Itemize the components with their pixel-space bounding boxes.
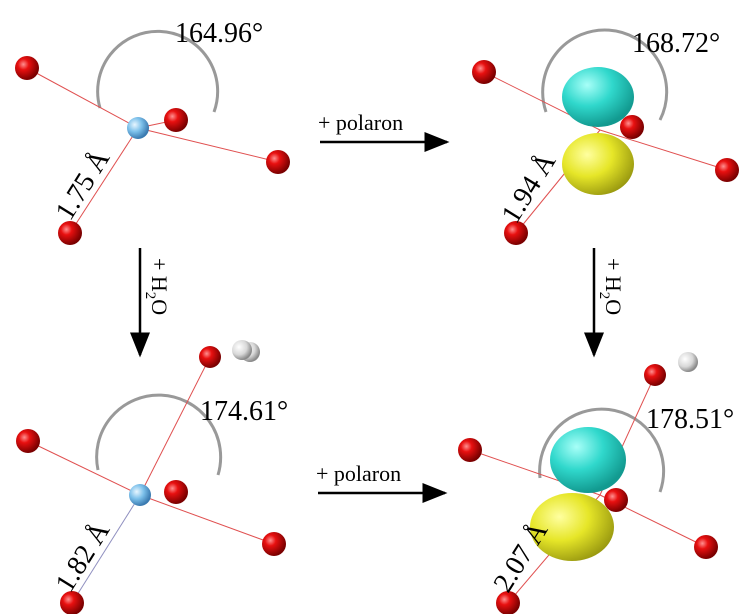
isosurface-cyan — [550, 427, 626, 493]
oxygen-atom — [164, 108, 188, 132]
panel: 164.96° 1.75 Å — [15, 18, 290, 245]
label-subscript: 2 — [142, 292, 158, 300]
isosurface-cyan — [562, 67, 634, 127]
label-subscript: 2 — [596, 292, 612, 300]
oxygen-atom — [620, 115, 644, 139]
oxygen-atom — [164, 480, 188, 504]
titanium-atom — [129, 484, 151, 506]
bond — [27, 68, 138, 128]
panel: 174.61° 1.82 Å — [16, 340, 288, 614]
oxygen-atom — [262, 532, 286, 556]
panel: 178.51° 2.07 Å — [458, 352, 734, 614]
oxygen-atom — [266, 150, 290, 174]
arrow-label: + polaron — [318, 110, 403, 135]
angle-label: 164.96° — [175, 18, 263, 49]
bond-label: 1.82 Å — [50, 516, 117, 598]
isosurface-yellow — [562, 133, 634, 195]
oxygen-atom — [16, 429, 40, 453]
hydrogen-atom — [232, 340, 252, 360]
oxygen-atom — [58, 221, 82, 245]
oxygen-atom — [694, 535, 718, 559]
oxygen-atom — [644, 364, 666, 386]
figure: 164.96° 1.75 Å 168.72° 1.94 Å 174.61° 1.… — [0, 0, 756, 614]
hydrogen-atom — [678, 352, 698, 372]
bond-label: 1.75 Å — [50, 144, 117, 226]
arrow-label: + polaron — [316, 461, 401, 486]
titanium-atom — [127, 117, 149, 139]
arrow-label: + H2O — [596, 258, 626, 315]
angle-label: 178.51° — [646, 404, 734, 435]
angle-label: 168.72° — [632, 28, 720, 59]
bond-label: 2.07 Å — [488, 516, 555, 598]
angle-label: 174.61° — [200, 396, 288, 427]
oxygen-atom — [472, 60, 496, 84]
panel: 168.72° 1.94 Å — [472, 28, 739, 245]
label-part: O — [601, 299, 626, 315]
label-part: + H — [601, 258, 626, 292]
bond — [138, 128, 278, 162]
label-part: + H — [147, 258, 172, 292]
oxygen-atom — [199, 346, 221, 368]
oxygen-atom — [15, 56, 39, 80]
arrow-label: + H2O — [142, 258, 172, 315]
oxygen-atom — [604, 488, 628, 512]
oxygen-atom — [715, 158, 739, 182]
oxygen-atom — [458, 438, 482, 462]
bond — [28, 441, 140, 495]
bond — [140, 495, 274, 544]
label-part: O — [147, 299, 172, 315]
